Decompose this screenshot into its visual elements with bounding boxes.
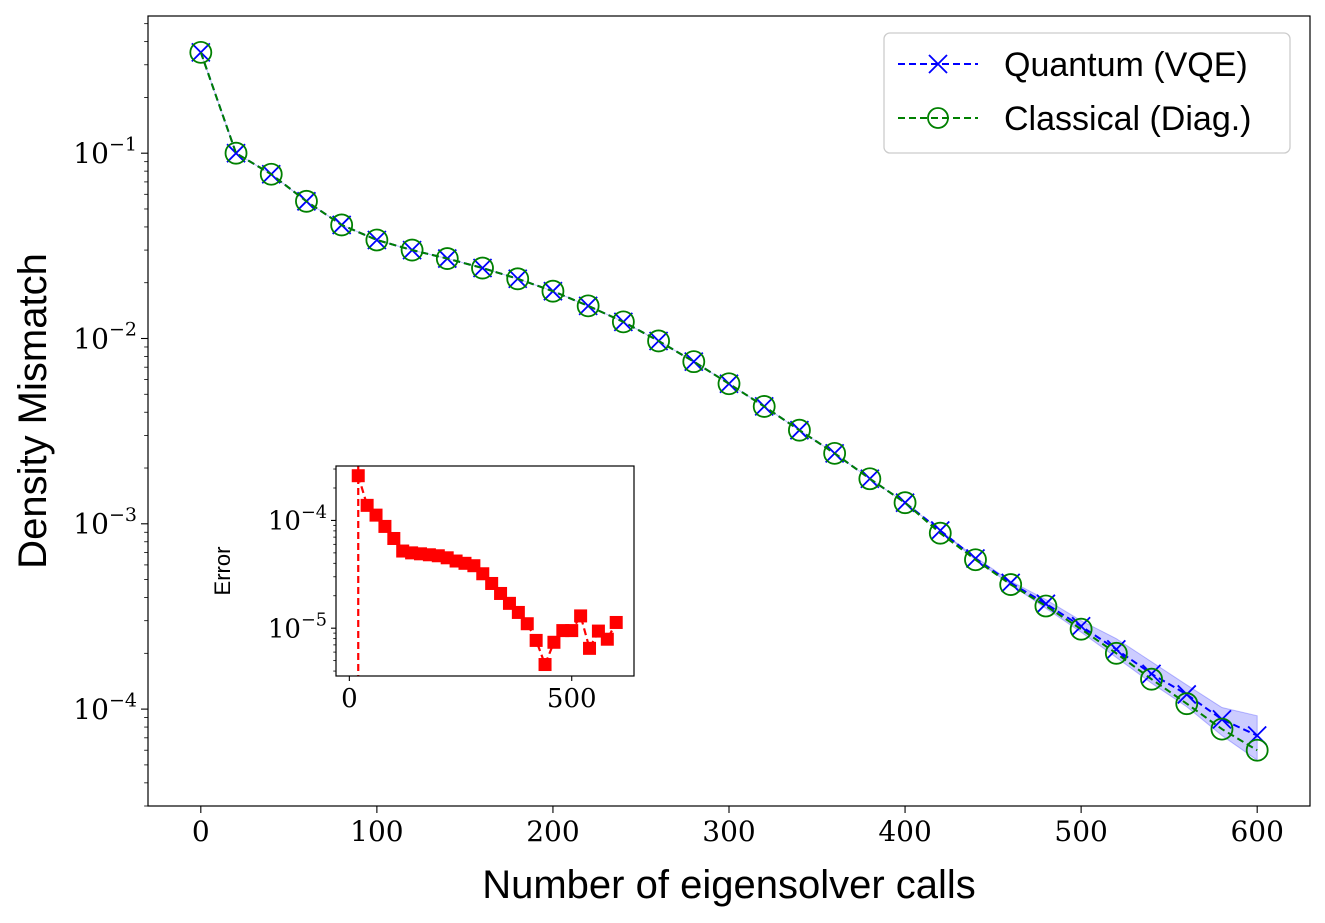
series-line-1 [199, 52, 1258, 752]
y-tick-label: 10−1 [73, 133, 137, 170]
x-tick-label: 300 [702, 815, 755, 848]
data-point-classical [330, 213, 354, 237]
legend-label-1: Classical (Diag.) [1004, 100, 1252, 138]
x-tick-label: 100 [350, 815, 403, 848]
data-point-classical [400, 238, 424, 262]
data-point-vqe [684, 352, 704, 372]
data-point-classical [576, 294, 600, 318]
legend-label-0: Quantum (VQE) [1004, 46, 1248, 84]
data-point-error [387, 531, 401, 545]
data-point-vqe [472, 258, 493, 278]
legend-box [883, 32, 1291, 154]
data-point-error [485, 576, 499, 590]
data-point-classical [752, 395, 776, 418]
x-tick-label: 600 [1230, 815, 1283, 848]
data-point-vqe [367, 230, 387, 250]
data-point-vqe [226, 143, 246, 163]
data-point-error [538, 658, 552, 672]
data-point-error [494, 586, 508, 600]
data-point-classical [295, 189, 318, 213]
data-point-classical [717, 372, 741, 396]
data-point-classical [224, 141, 248, 165]
x-tick-label: 500 [1054, 815, 1107, 848]
data-point-error [351, 469, 365, 483]
y-tick-label: 10−4 [268, 503, 327, 537]
axes-frame [335, 465, 635, 677]
x-tick-label: 0 [192, 815, 210, 848]
data-point-error [360, 498, 374, 512]
x-tick-label: 200 [526, 815, 579, 848]
legend-marker-classical [927, 107, 949, 129]
data-point-vqe [895, 493, 915, 513]
data-point-error [609, 615, 623, 629]
data-point-classical [541, 279, 565, 303]
data-point-classical [189, 40, 213, 64]
data-point-classical [1175, 692, 1199, 716]
data-point-classical [365, 228, 389, 252]
y-tick-label: 10−5 [268, 611, 327, 645]
data-point-error [476, 567, 490, 581]
data-point-error [574, 609, 588, 623]
data-point-classical [1245, 738, 1269, 762]
data-point-classical [964, 548, 987, 572]
data-point-classical [1069, 617, 1093, 641]
data-point-error [583, 641, 597, 655]
data-point-classical [788, 418, 811, 442]
y-axis-label: Error [210, 547, 235, 596]
y-tick-label: 10−2 [73, 319, 137, 356]
data-point-classical [1140, 667, 1163, 691]
data-point-error [547, 635, 561, 649]
data-point-error [511, 605, 525, 619]
data-point-classical [259, 162, 283, 186]
data-point-classical [999, 573, 1023, 596]
data-point-error [520, 617, 534, 631]
data-point-classical [611, 310, 635, 334]
data-point-classical [823, 441, 847, 465]
data-point-classical [506, 267, 530, 291]
data-point-error [369, 508, 383, 522]
data-point-classical [1210, 717, 1234, 741]
x-tick-label: 400 [878, 815, 931, 848]
data-point-classical [682, 350, 706, 374]
data-point-error [565, 624, 579, 638]
legend: Quantum (VQE) Classical (Diag.) [883, 32, 1291, 154]
x-tick-label: 0 [341, 684, 358, 714]
y-axis-label: Density Mismatch [11, 253, 55, 569]
data-point-vqe [578, 296, 598, 316]
data-point-classical [1034, 594, 1058, 618]
data-point-classical [1104, 641, 1128, 665]
data-point-classical [928, 521, 952, 545]
data-point-classical [647, 329, 670, 353]
data-point-vqe [1141, 664, 1162, 684]
y-tick-label: 10−3 [73, 504, 137, 541]
data-point-error [378, 519, 392, 533]
y-tick-label: 10−4 [73, 689, 137, 726]
data-point-error [529, 633, 543, 647]
data-point-error [600, 632, 614, 646]
inset-plot: 0 500 10−4 10−5 Error [210, 465, 635, 714]
data-point-classical [858, 467, 882, 491]
data-point-vqe [1177, 684, 1197, 705]
data-point-classical [893, 491, 917, 515]
data-point-classical [471, 256, 494, 280]
x-tick-label: 500 [547, 684, 597, 714]
data-point-vqe [1106, 639, 1126, 660]
x-axis-label: Number of eigensolver calls [482, 863, 976, 907]
legend-marker-vqe [928, 54, 948, 74]
data-point-vqe [965, 548, 986, 569]
data-point-classical [435, 247, 459, 270]
